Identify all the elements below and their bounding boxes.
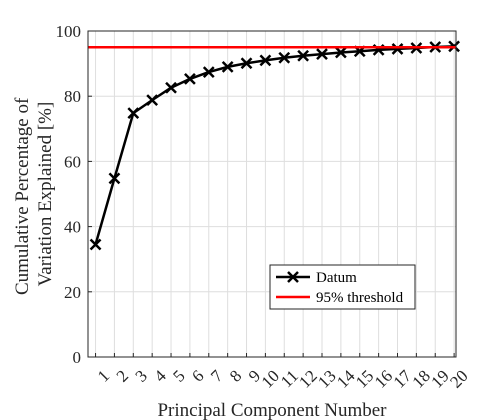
y-tick-label: 20 bbox=[64, 283, 81, 302]
data-point bbox=[202, 66, 215, 78]
data-point bbox=[240, 57, 253, 70]
x-tick-label: 2 bbox=[113, 366, 132, 385]
x-tick-label: 5 bbox=[169, 366, 188, 385]
data-point bbox=[334, 46, 347, 59]
x-tick-label: 1 bbox=[94, 366, 113, 385]
legend-box bbox=[269, 264, 416, 310]
data-point bbox=[89, 238, 102, 251]
data-point bbox=[297, 49, 310, 62]
y-tick-label: 100 bbox=[56, 22, 82, 41]
data-point bbox=[221, 60, 234, 73]
x-tick-label: 3 bbox=[131, 366, 150, 385]
y-tick-label: 40 bbox=[64, 218, 81, 237]
data-point bbox=[108, 172, 121, 185]
y-axis-title-line-1: Cumulative Percentage of bbox=[12, 97, 33, 295]
legend: Datum 95% threshold bbox=[269, 264, 416, 310]
legend-label: Datum bbox=[316, 270, 357, 286]
x-tick-label: 7 bbox=[207, 366, 227, 386]
x-tick-label: 20 bbox=[446, 366, 471, 391]
x-tick-label: 6 bbox=[188, 366, 207, 385]
ticks: 1 2 3 4 5 6 7 8 91011121314151617181920020406080… bbox=[56, 22, 472, 392]
data-point bbox=[165, 81, 177, 94]
series-layer bbox=[88, 40, 460, 251]
x-axis-title: Principal Component Number bbox=[157, 400, 387, 420]
y-axis-title-line-2: Variation Explained [%] bbox=[35, 102, 56, 287]
data-point bbox=[278, 51, 291, 64]
y-axis-title: Cumulative Percentage of Variation Expla… bbox=[12, 93, 56, 295]
plot-frame bbox=[87, 30, 457, 358]
data-point bbox=[127, 107, 140, 120]
data-point bbox=[146, 94, 159, 106]
data-point bbox=[316, 48, 328, 61]
data-point bbox=[391, 43, 404, 55]
data-point bbox=[259, 54, 272, 67]
legend-label: 95% threshold bbox=[316, 290, 404, 306]
legend-marker bbox=[287, 271, 299, 283]
series-line bbox=[94, 45, 455, 245]
y-tick-label: 0 bbox=[73, 348, 82, 367]
data-point bbox=[184, 73, 196, 85]
y-tick-label: 60 bbox=[64, 152, 81, 171]
y-tick-label: 80 bbox=[64, 87, 81, 106]
x-tick-label: 4 bbox=[150, 366, 170, 386]
x-tick-label: 8 bbox=[226, 366, 245, 385]
